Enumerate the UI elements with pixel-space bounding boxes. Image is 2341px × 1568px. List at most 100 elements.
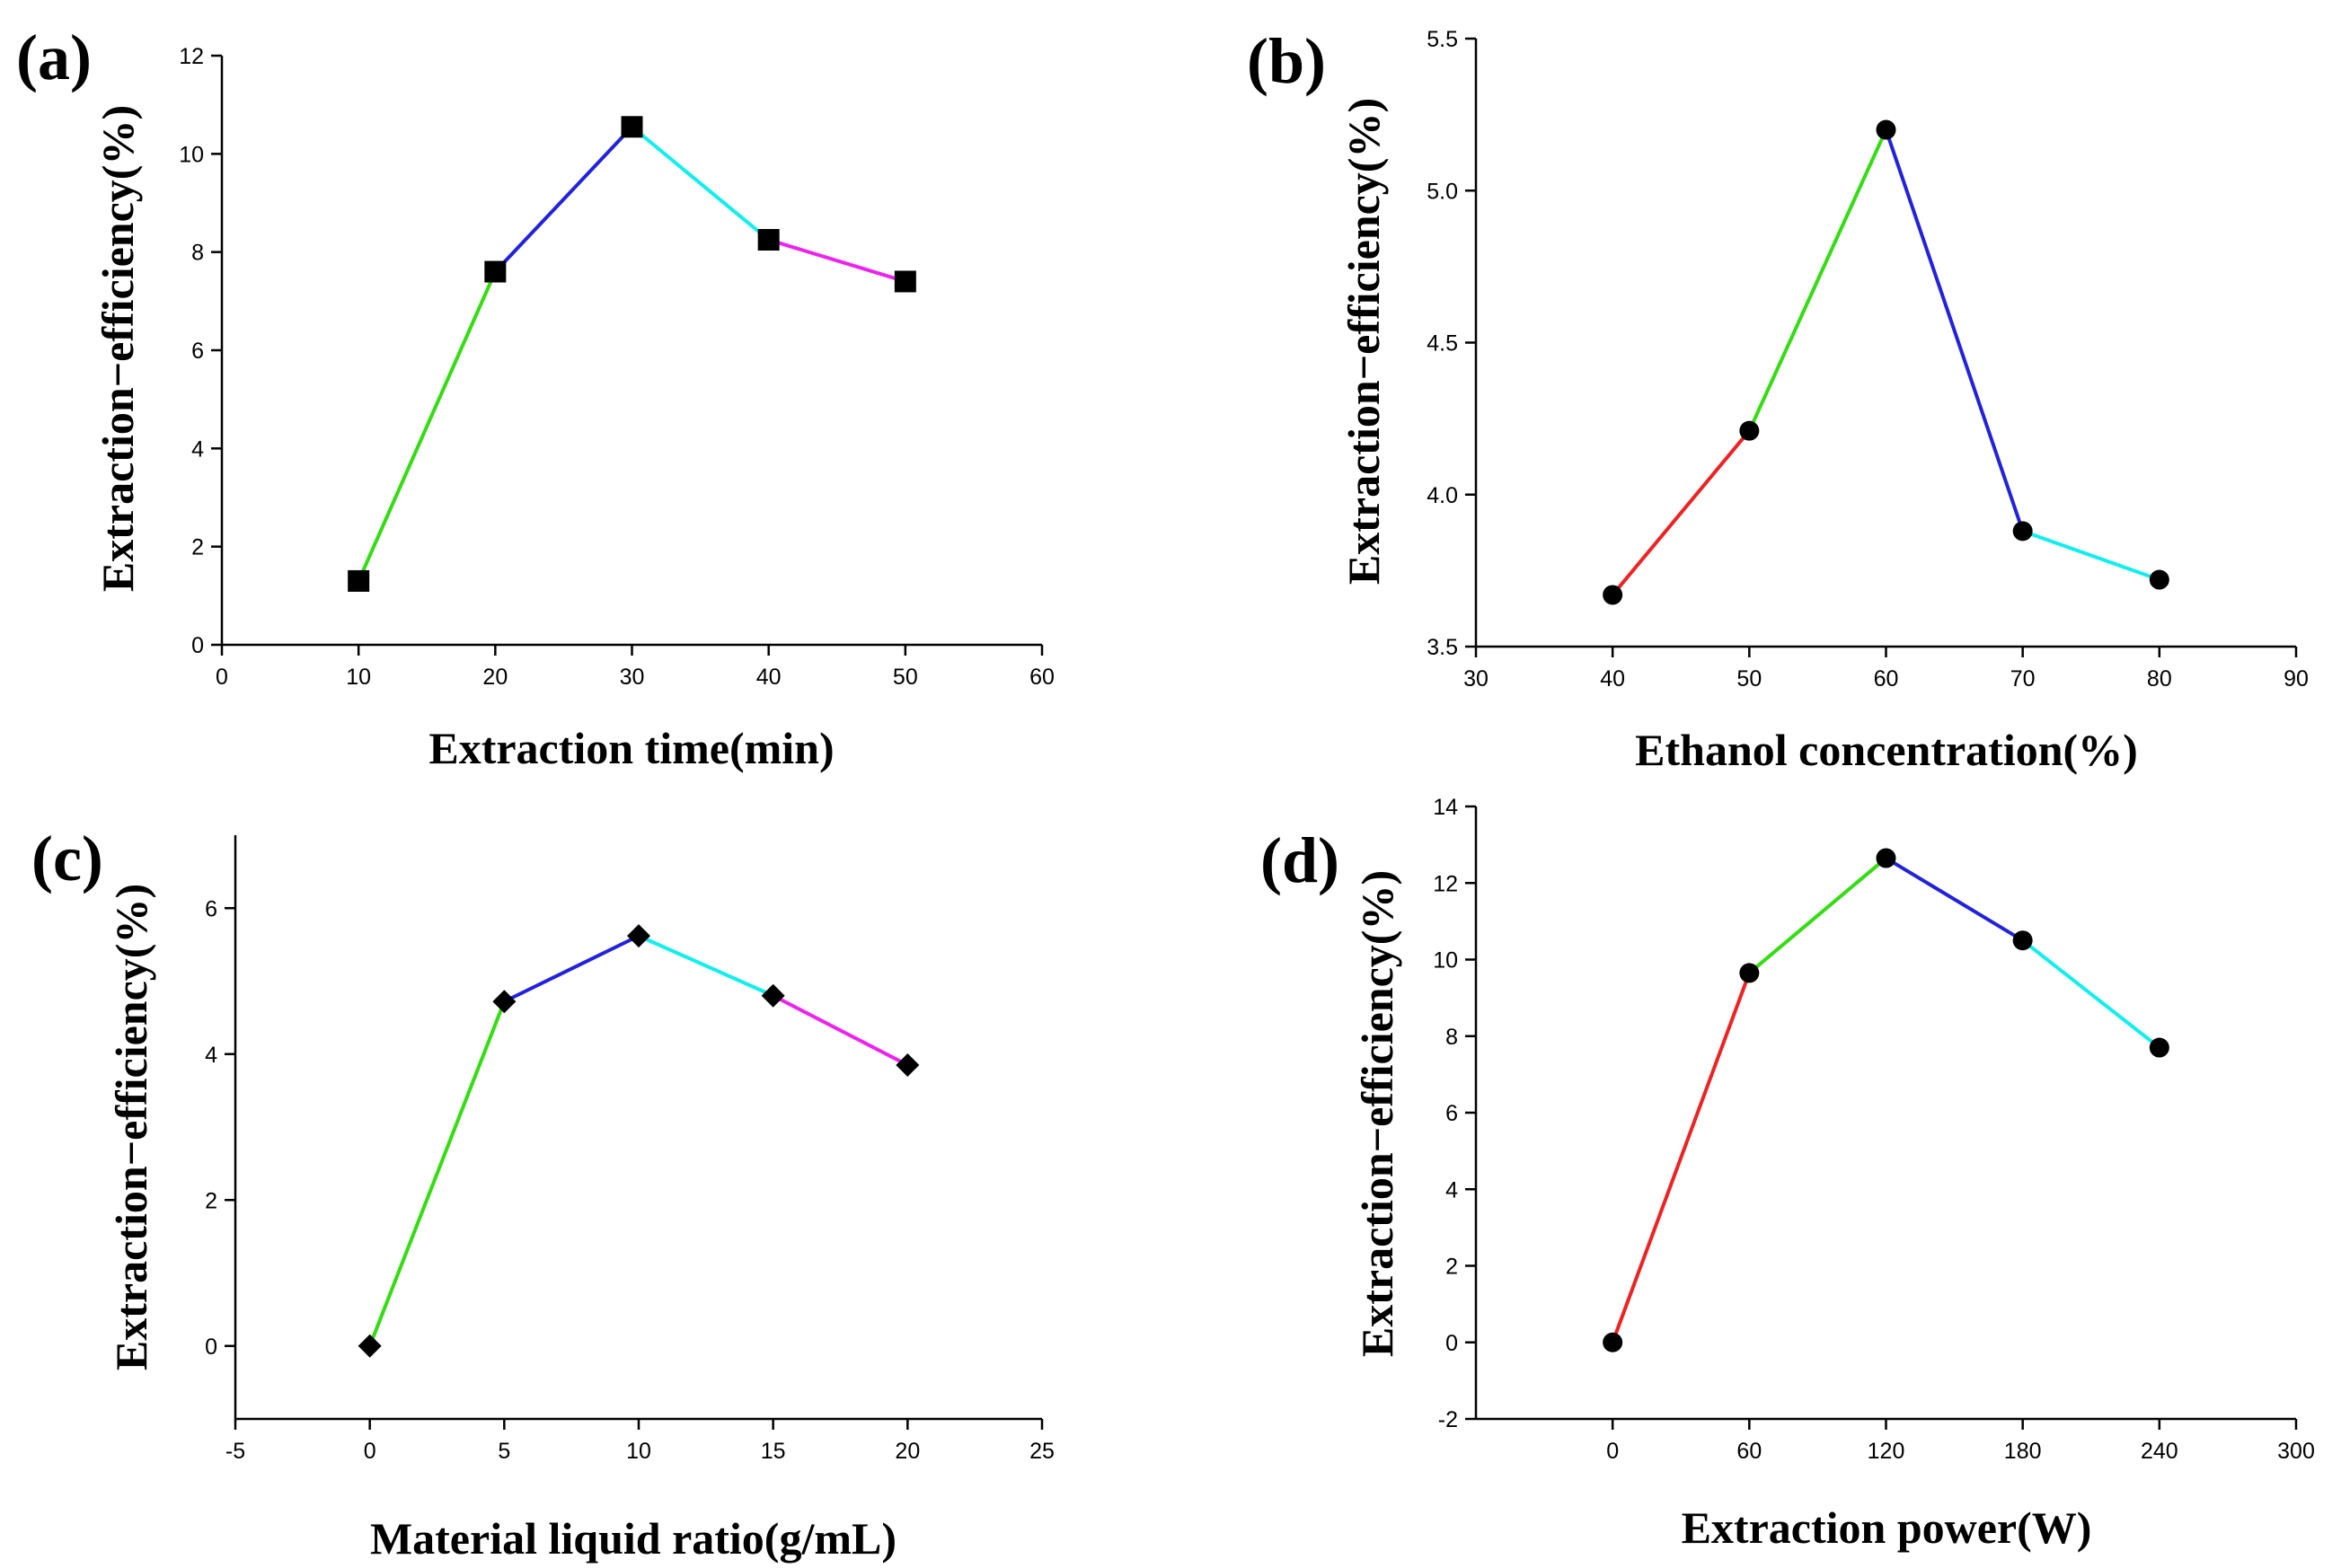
x-axis-title: Material liquid ratio(g/mL) [370, 1513, 897, 1564]
y-tick-label: 10 [179, 142, 204, 167]
x-tick-label: 60 [1029, 665, 1055, 690]
x-tick-label: 30 [620, 665, 645, 690]
data-point [1876, 848, 1896, 868]
data-point [2149, 569, 2169, 590]
x-axis-title: Extraction power(W) [1682, 1502, 2092, 1553]
y-tick-label: 14 [1433, 795, 1458, 820]
y-axis-title: Extraction−efficiency(%) [1338, 98, 1389, 585]
x-tick-label: 240 [2141, 1439, 2178, 1464]
y-tick-label: 12 [179, 44, 204, 69]
data-point [896, 1053, 920, 1077]
y-tick-label: 4.5 [1427, 331, 1458, 357]
y-tick-label: 0 [205, 1335, 217, 1360]
x-tick-label: 180 [2004, 1439, 2042, 1464]
panel-label: (a) [16, 22, 92, 93]
x-tick-label: 20 [895, 1439, 920, 1464]
series-segment [766, 238, 907, 284]
series-segment [1611, 428, 1752, 597]
data-point [1739, 420, 1760, 441]
series-segment [771, 993, 910, 1067]
data-point [484, 260, 507, 283]
y-tick-label: 3.5 [1427, 635, 1458, 660]
data-point [757, 229, 780, 251]
y-tick-label: 2 [191, 535, 204, 560]
y-tick-label: 2 [205, 1188, 217, 1213]
data-point [492, 990, 517, 1014]
series-segment [630, 125, 771, 242]
y-tick-label: 4 [191, 436, 204, 462]
y-tick-label: 8 [191, 241, 204, 266]
y-tick-label: 6 [1445, 1101, 1458, 1126]
series-segment [1611, 971, 1752, 1344]
x-tick-label: 300 [2277, 1439, 2315, 1464]
data-point [358, 1334, 382, 1358]
series-segment [502, 934, 640, 1004]
y-axis-title: Extraction−efficiency(%) [1352, 870, 1402, 1357]
chart-panel-c: -5 0 5 10 15 20 25 0 2 4 6 Material liquid ratio(g/… [31, 823, 1055, 1564]
x-tick-label: 0 [364, 1439, 376, 1464]
series-segment [1884, 856, 2025, 943]
x-tick-label: 70 [2010, 666, 2036, 692]
x-tick-label: 10 [626, 1439, 651, 1464]
data-point [1603, 1332, 1623, 1352]
data-point [348, 569, 370, 592]
series-segment [1747, 856, 1888, 975]
x-tick-label: 50 [1736, 666, 1762, 692]
y-tick-label: -2 [1438, 1407, 1458, 1432]
y-tick-label: 10 [1433, 948, 1458, 973]
y-tick-label: 12 [1433, 871, 1458, 896]
chart-panel-d: 0 60 120 180 240 300 -2 0 2 4 6 8 10 12 14 Extraction p… [1260, 795, 2315, 1553]
data-point [627, 924, 650, 948]
data-point [621, 116, 643, 138]
x-tick-label: 20 [482, 665, 508, 690]
y-tick-label: 5.5 [1427, 27, 1458, 52]
data-point [761, 983, 785, 1008]
data-point [2012, 521, 2033, 542]
series-segment [357, 269, 498, 583]
x-tick-label: 60 [1874, 666, 1899, 692]
x-tick-label: -5 [225, 1439, 245, 1464]
y-tick-label: 2 [1445, 1255, 1458, 1280]
y-tick-label: 4 [1445, 1177, 1458, 1202]
chart-panel-a: 0 10 20 30 40 50 60 0 2 4 6 8 10 12 Extraction time(mi… [16, 22, 1055, 773]
panel-label: (d) [1260, 824, 1339, 896]
data-point [1739, 963, 1760, 983]
x-tick-label: 50 [893, 665, 918, 690]
x-tick-label: 80 [2147, 666, 2172, 692]
y-tick-label: 6 [191, 339, 204, 364]
x-tick-label: 60 [1736, 1439, 1762, 1464]
x-tick-label: 0 [216, 665, 228, 690]
y-tick-label: 5.0 [1427, 179, 1458, 204]
x-tick-label: 0 [1606, 1439, 1619, 1464]
x-tick-label: 40 [1600, 666, 1625, 692]
y-axis-title: Extraction−efficiency(%) [93, 105, 143, 592]
y-tick-label: 0 [191, 633, 204, 658]
data-point [1603, 585, 1623, 605]
x-tick-label: 5 [498, 1439, 510, 1464]
series-segment [637, 934, 775, 998]
y-tick-label: 8 [1445, 1025, 1458, 1050]
x-tick-label: 10 [346, 665, 371, 690]
series-segment [2020, 529, 2161, 582]
data-point [894, 270, 916, 293]
x-tick-label: 120 [1868, 1439, 1905, 1464]
data-point [2012, 930, 2033, 951]
data-point [2149, 1037, 2169, 1058]
x-tick-label: 30 [1463, 666, 1489, 692]
x-tick-label: 90 [2284, 666, 2309, 692]
panel-label: (b) [1247, 25, 1326, 97]
series-segment [1884, 128, 2025, 533]
chart-panel-b: 30 40 50 60 70 80 90 3.5 4.0 4.5 5.0 5.5 Ethanol con… [1247, 25, 2309, 775]
y-tick-label: 6 [205, 896, 217, 921]
y-tick-label: 4 [205, 1043, 217, 1068]
x-axis-title: Extraction time(min) [428, 723, 834, 773]
series-segment [367, 1000, 507, 1348]
data-point [1876, 119, 1896, 140]
series-segment [1747, 128, 1888, 433]
panel-label: (c) [31, 823, 103, 894]
series-segment [493, 125, 634, 274]
series-segment [2020, 938, 2161, 1050]
y-tick-label: 4.0 [1427, 483, 1458, 508]
